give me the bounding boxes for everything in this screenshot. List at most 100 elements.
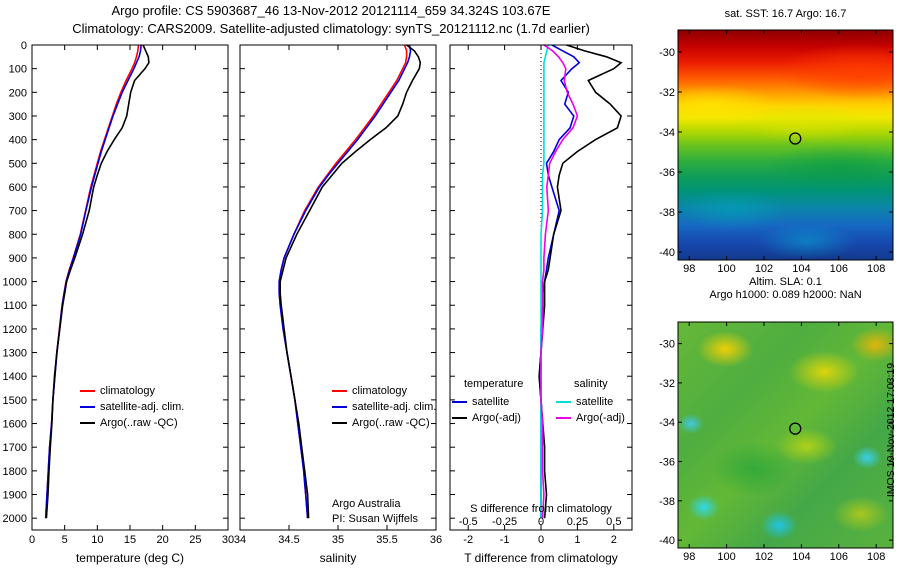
longitude-tick-label: 104 [792,551,810,563]
depth-tick-label: 1700 [3,442,27,454]
legend-item-argo-raw: Argo(..raw -QC) [332,415,436,431]
axes-box [31,44,229,531]
depth-tick-label: 500 [9,158,27,170]
x-tick-label: 34.5 [278,534,299,546]
legend-item-argo-raw: Argo(..raw -QC) [80,415,184,431]
profile-line-climatology [278,44,408,519]
latitude-tick-label: -40 [659,535,675,547]
x-tick-label: 25 [189,534,201,546]
depth-tick-label: 1900 [3,490,27,502]
latitude-tick-label: -30 [659,47,675,59]
satellite-s-line-swatch [556,401,571,404]
legend-label: Argo(..raw -QC) [100,417,178,429]
argo-t-line-swatch [452,417,467,420]
legend-item-satellite-clim: satellite-adj. clim. [332,399,436,415]
depth-tick-label: 2000 [3,513,27,525]
s-difference-axis-label: S difference from climatology [470,503,612,515]
x-tick-label: 10 [91,534,103,546]
longitude-tick-label: 100 [717,263,735,275]
depth-tick-label: 1300 [3,348,27,360]
legend-label: satellite-adj. clim. [100,401,185,413]
depth-tick-label: 900 [9,253,27,265]
depth-tick-label: 1500 [3,395,27,407]
longitude-tick-label: 104 [792,263,810,275]
depth-tick-label: 1200 [3,324,27,336]
profile-line-argo---raw--qc- [45,44,150,519]
depth-tick-label: 1000 [3,277,27,289]
latitude-tick-label: -40 [659,247,675,259]
climatology-line-swatch [80,390,95,393]
x-tick-label: 1 [574,534,580,546]
depth-tick-label: 1800 [3,466,27,478]
legend-salinity-panel: climatology satellite-adj. clim. Argo(..… [332,383,436,431]
x-tick-label: -1 [500,534,510,546]
latitude-tick-label: -34 [659,127,675,139]
legend-label: satellite [576,396,614,408]
profile-line-argo---raw--qc- [279,44,422,519]
longitude-tick-label: 98 [683,551,695,563]
depth-tick-label: 600 [9,182,27,194]
depth-tick-label: 0 [21,40,27,52]
annotation-argo-australia: Argo Australia [332,498,401,510]
longitude-tick-label: 108 [867,551,885,563]
x-tick-label: 36 [430,534,442,546]
legend-item-climatology: climatology [332,383,436,399]
legend-label: Argo(..raw -QC) [352,417,430,429]
timestamp-stamp: IMOS 19-Nov-2012 17:03:19 [885,362,897,498]
latitude-tick-label: -32 [659,378,675,390]
legend-label: Argo(-adj) [472,412,521,424]
argo-s-line-swatch [556,417,571,420]
profile-line-t-argo--adj- [538,44,623,519]
annotation-block: Argo Australia PI: Susan Wijffels [332,497,418,527]
latitude-tick-label: -32 [659,87,675,99]
legend-item-argo-t: Argo(-adj) [452,410,521,426]
float-location-marker [789,132,802,145]
satellite-clim-line-swatch [80,406,95,409]
x-tick-label: 0 [538,534,544,546]
longitude-tick-label: 102 [755,551,773,563]
xlabel-t-difference: T difference from climatology [464,551,618,565]
s-axis-tick-label: 0.25 [567,516,588,528]
longitude-tick-label: 106 [830,551,848,563]
s-axis-tick-label: 0.5 [606,516,621,528]
legend-item-climatology: climatology [80,383,184,399]
x-tick-label: 2 [611,534,617,546]
legend-item-satellite-t: satellite [452,394,509,410]
profile-line-climatology [44,44,140,519]
satellite-clim-line-swatch [332,406,347,409]
longitude-tick-label: 100 [717,551,735,563]
legend-header-salinity: salinity [574,378,608,390]
s-axis-tick-label: 0 [538,516,544,528]
map-axes-box [677,29,894,261]
annotation-pi: PI: Susan Wijffels [332,513,418,525]
argo-height-subtitle: Argo h1000: 0.089 h2000: NaN [709,289,862,301]
depth-tick-label: 1400 [3,371,27,383]
x-tick-label: -2 [463,534,473,546]
depth-tick-label: 800 [9,229,27,241]
latitude-tick-label: -38 [659,207,675,219]
xlabel-salinity: salinity [319,551,357,565]
s-axis-tick-label: -0.5 [459,516,478,528]
sst-map-image [678,30,893,260]
latitude-tick-label: -36 [659,167,675,179]
latitude-tick-label: -38 [659,496,675,508]
depth-tick-label: 100 [9,64,27,76]
profile-line-s-argo--adj- [540,44,579,519]
latitude-tick-label: -34 [659,417,675,429]
argo-raw-line-swatch [80,422,95,425]
legend-item-satellite-clim: satellite-adj. clim. [80,399,184,415]
x-tick-label: 34 [234,534,246,546]
legend-label: climatology [100,385,156,397]
legend-label: climatology [352,385,408,397]
s-axis-tick-label: -0.25 [492,516,517,528]
climatology-line-swatch [332,390,347,393]
depth-tick-label: 200 [9,87,27,99]
depth-tick-label: 400 [9,135,27,147]
sla-map-image [678,322,893,548]
x-tick-label: 5 [62,534,68,546]
x-tick-label: 20 [157,534,169,546]
longitude-tick-label: 98 [683,263,695,275]
legend-item-argo-s: Argo(-adj) [556,410,625,426]
